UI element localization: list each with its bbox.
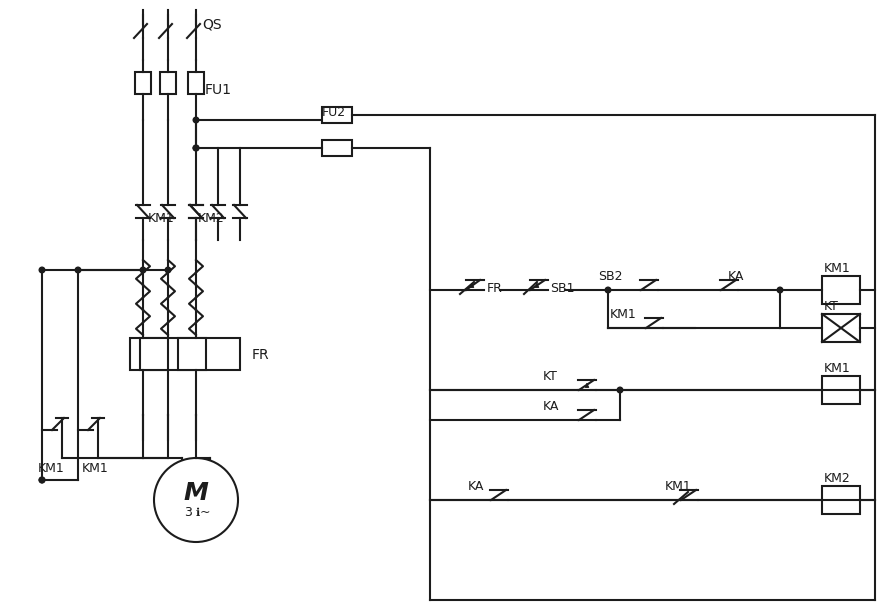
Text: FR: FR (487, 282, 503, 294)
Bar (140, 338, 168, 370)
Text: KM2: KM2 (198, 211, 225, 224)
Text: KT: KT (543, 370, 558, 383)
Text: FU2: FU2 (322, 107, 346, 120)
Text: KA: KA (468, 479, 484, 493)
Text: KA: KA (728, 270, 745, 283)
Circle shape (165, 267, 170, 273)
Bar (822, 314, 860, 342)
Text: ℹ: ℹ (196, 508, 200, 518)
Bar (822, 486, 860, 514)
Bar (178, 338, 206, 370)
Bar (160, 72, 176, 94)
Bar (188, 72, 204, 94)
Circle shape (194, 117, 199, 123)
Text: KA: KA (543, 400, 559, 413)
Bar (135, 72, 151, 94)
Text: KM1: KM1 (38, 461, 65, 474)
Text: KM1: KM1 (824, 262, 851, 275)
Text: KM1: KM1 (82, 461, 109, 474)
Circle shape (39, 477, 45, 483)
Circle shape (75, 267, 81, 273)
Bar (822, 376, 860, 404)
Bar (822, 276, 860, 304)
Circle shape (39, 477, 45, 483)
Text: ~: ~ (200, 506, 211, 519)
Text: SB1: SB1 (550, 282, 574, 294)
Text: QS: QS (202, 18, 221, 32)
Circle shape (39, 267, 45, 273)
Text: KM1: KM1 (610, 307, 637, 320)
Text: KT: KT (824, 299, 838, 312)
Circle shape (154, 458, 238, 542)
Bar (322, 140, 352, 156)
Text: KM1: KM1 (665, 479, 692, 493)
Text: KM2: KM2 (824, 471, 851, 485)
Text: KM1: KM1 (148, 211, 175, 224)
Circle shape (194, 145, 199, 151)
Text: KM1: KM1 (824, 362, 851, 375)
Bar (322, 107, 352, 123)
Circle shape (617, 387, 623, 393)
Text: M: M (184, 481, 209, 505)
Text: 3: 3 (184, 506, 192, 519)
Text: SB2: SB2 (598, 270, 623, 283)
Circle shape (605, 287, 611, 293)
Circle shape (194, 145, 199, 151)
Text: FR: FR (252, 348, 269, 362)
Circle shape (140, 267, 145, 273)
Bar (130, 338, 240, 370)
Text: FU1: FU1 (205, 83, 232, 97)
Circle shape (777, 287, 783, 293)
